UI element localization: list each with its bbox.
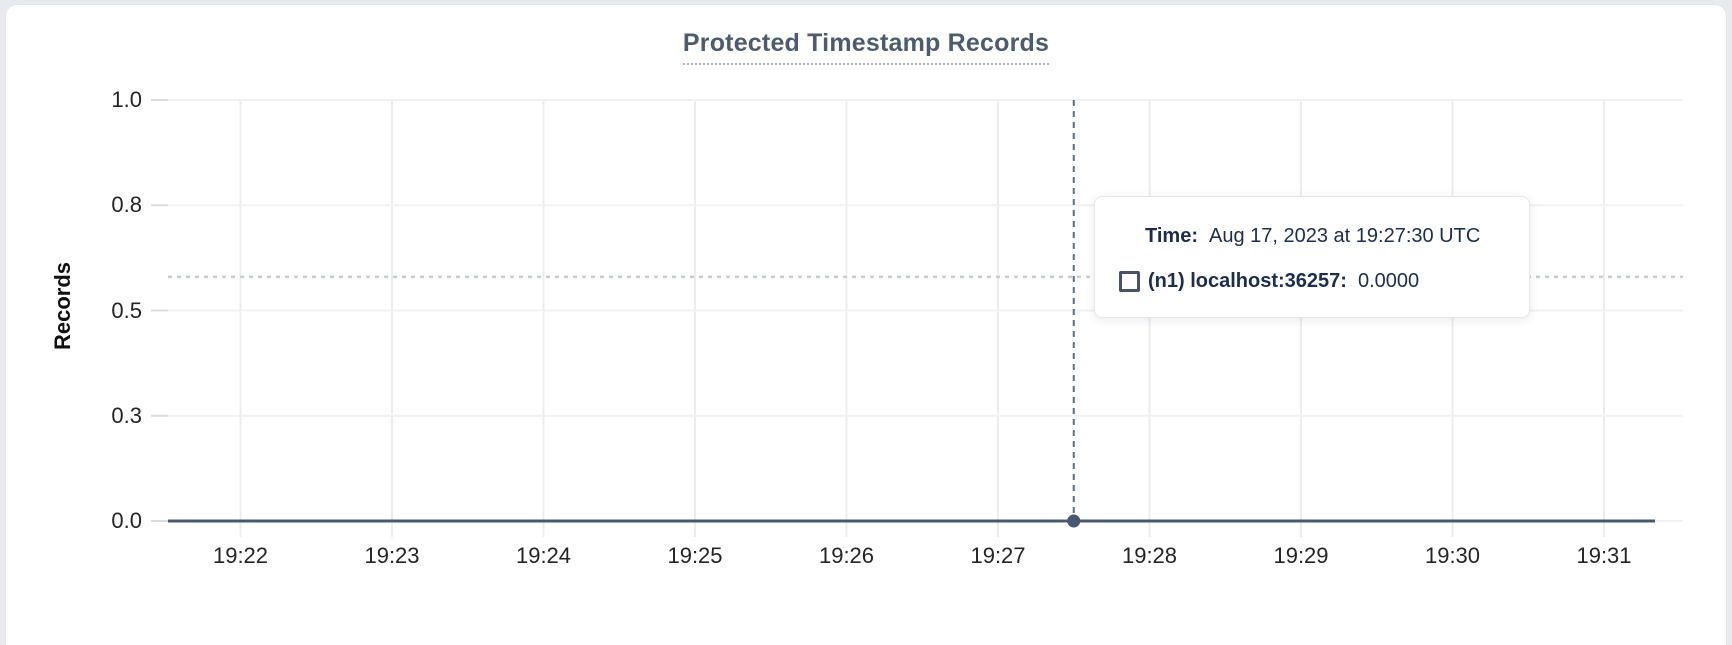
tooltip-series-label: (n1) localhost:36257:	[1148, 269, 1347, 292]
x-tick-label: 19:28	[1121, 543, 1178, 568]
x-tick-label: 19:30	[1424, 543, 1481, 568]
x-tick-label: 19:26	[818, 543, 875, 568]
plot-area[interactable]	[6, 5, 1732, 633]
y-tick-label: 0.0	[111, 508, 142, 533]
chart-title[interactable]: Protected Timestamp Records	[682, 29, 1050, 65]
x-tick-label: 19:23	[364, 543, 420, 568]
legend-square-icon	[1119, 270, 1140, 292]
tooltip-time-value: Aug 17, 2023 at 19:27:30 UTC	[1208, 224, 1481, 247]
y-tick-label: 0.5	[111, 297, 142, 323]
tooltip-time-label: Time:	[1145, 224, 1198, 247]
x-tick-label: 19:22	[212, 543, 269, 568]
y-tick-label: 0.3	[111, 402, 142, 428]
y-tick-label: 1.0	[111, 87, 142, 112]
x-tick-label: 19:31	[1576, 543, 1632, 568]
x-tick-label: 19:24	[515, 543, 572, 568]
chart-title-wrap: Protected Timestamp Records	[6, 29, 1726, 65]
chart-card: Protected Timestamp Records Records 1.0 0…	[5, 4, 1727, 645]
tooltip-series-row: (n1) localhost:36257: 0.0000	[1119, 267, 1529, 295]
x-tick-label: 19:29	[1273, 543, 1329, 568]
tooltip-time-row: Time: Aug 17, 2023 at 19:27:30 UTC	[1119, 222, 1529, 250]
data-point-dot	[1067, 514, 1081, 528]
x-tick-label: 19:25	[667, 543, 723, 568]
x-tick-label: 19:27	[970, 543, 1026, 568]
tooltip-series-value: 0.0000	[1357, 269, 1420, 292]
chart-tooltip: Time: Aug 17, 2023 at 19:27:30 UTC (n1) …	[1094, 196, 1530, 318]
y-tick-label: 0.8	[111, 192, 142, 218]
